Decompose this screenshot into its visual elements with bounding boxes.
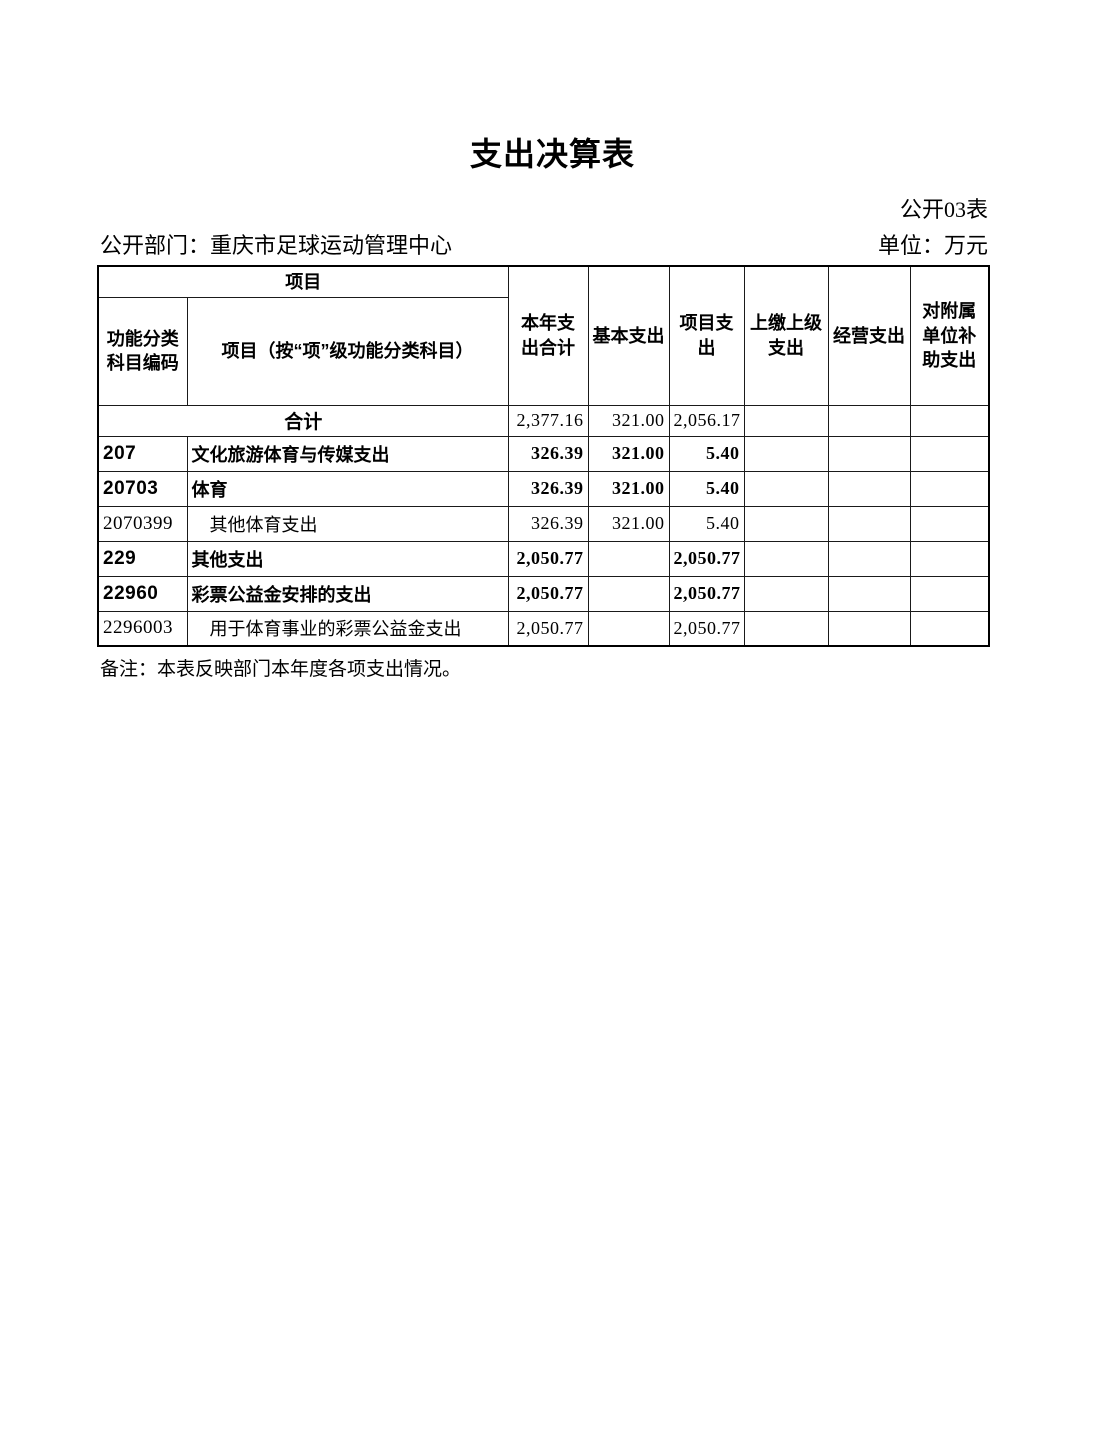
cell-name: 用于体育事业的彩票公益金支出 bbox=[186, 610, 509, 647]
cell-basic bbox=[587, 540, 670, 577]
cell-total: 326.39 bbox=[507, 505, 589, 542]
department-label: 公开部门：重庆市足球运动管理中心 bbox=[100, 233, 453, 258]
header-col-project: 项目支出 bbox=[668, 265, 745, 406]
cell-project: 5.40 bbox=[668, 435, 745, 472]
cell-name: 其他体育支出 bbox=[186, 505, 509, 542]
cell-name: 其他支出 bbox=[186, 540, 509, 577]
cell-code: 20703 bbox=[97, 470, 188, 507]
unit-label: 单位：万元 bbox=[877, 233, 988, 258]
cell-name: 彩票公益金安排的支出 bbox=[186, 575, 509, 612]
cell-operating bbox=[827, 435, 911, 472]
header-col-total: 本年支出合计 bbox=[507, 265, 589, 406]
cell-operating bbox=[827, 470, 911, 507]
cell-code: 229 bbox=[97, 540, 188, 577]
expenditure-table: 项目 本年支出合计 基本支出 项目支出 上缴上级支出 经营支出 对附属单位补助支… bbox=[97, 265, 990, 647]
header-col-upper: 上缴上级支出 bbox=[743, 265, 829, 406]
cell-code: 22960 bbox=[97, 575, 188, 612]
header-project-group: 项目 bbox=[97, 265, 509, 298]
table-code-label: 公开03表 bbox=[899, 197, 988, 222]
page-title: 支出决算表 bbox=[469, 136, 635, 172]
table-row: 207 文化旅游体育与传媒支出 326.39 321.00 5.40 bbox=[97, 435, 990, 472]
cell-name: 文化旅游体育与传媒支出 bbox=[186, 435, 509, 472]
cell-basic bbox=[587, 575, 670, 612]
cell-upper bbox=[743, 470, 829, 507]
cell-operating bbox=[827, 540, 911, 577]
cell-upper bbox=[743, 540, 829, 577]
header-row-sub: 功能分类科目编码 项目（按“项”级功能分类科目） bbox=[97, 296, 989, 406]
cell-subsidy bbox=[909, 404, 990, 437]
cell-upper bbox=[743, 575, 829, 612]
cell-project: 2,050.77 bbox=[668, 540, 745, 577]
cell-operating bbox=[827, 575, 911, 612]
cell-basic bbox=[587, 610, 670, 647]
cell-operating bbox=[827, 610, 911, 647]
header-col-item: 项目（按“项”级功能分类科目） bbox=[186, 296, 509, 406]
cell-total: 2,377.16 bbox=[507, 404, 589, 437]
cell-subsidy bbox=[909, 505, 990, 542]
cell-name: 体育 bbox=[186, 470, 509, 507]
cell-project: 2,056.17 bbox=[668, 404, 745, 437]
cell-basic: 321.00 bbox=[587, 435, 670, 472]
meta-row: 公开部门：重庆市足球运动管理中心 单位：万元 bbox=[100, 228, 988, 260]
cell-basic: 321.00 bbox=[587, 505, 670, 542]
cell-upper bbox=[743, 435, 829, 472]
cell-code: 207 bbox=[97, 435, 188, 472]
cell-row-label: 合计 bbox=[97, 404, 509, 437]
table-row: 22960 彩票公益金安排的支出 2,050.77 2,050.77 bbox=[97, 575, 990, 612]
cell-basic: 321.00 bbox=[587, 470, 670, 507]
cell-project: 5.40 bbox=[668, 505, 745, 542]
cell-total: 326.39 bbox=[507, 470, 589, 507]
cell-project: 2,050.77 bbox=[668, 575, 745, 612]
cell-subsidy bbox=[909, 435, 990, 472]
cell-total: 2,050.77 bbox=[507, 610, 589, 647]
header-col-operating: 经营支出 bbox=[827, 265, 911, 406]
cell-upper bbox=[743, 610, 829, 647]
cell-operating bbox=[827, 505, 911, 542]
table-row: 20703 体育 326.39 321.00 5.40 bbox=[97, 470, 990, 507]
cell-total: 326.39 bbox=[507, 435, 589, 472]
header-col-code: 功能分类科目编码 bbox=[97, 296, 188, 406]
table-row: 229 其他支出 2,050.77 2,050.77 bbox=[97, 540, 990, 577]
cell-project: 5.40 bbox=[668, 470, 745, 507]
cell-operating bbox=[827, 404, 911, 437]
cell-basic: 321.00 bbox=[587, 404, 670, 437]
cell-subsidy bbox=[909, 540, 990, 577]
cell-subsidy bbox=[909, 470, 990, 507]
header-col-subsidy: 对附属单位补助支出 bbox=[909, 265, 990, 406]
cell-upper bbox=[743, 404, 829, 437]
cell-upper bbox=[743, 505, 829, 542]
cell-subsidy bbox=[909, 610, 990, 647]
table-row: 2070399 其他体育支出 326.39 321.00 5.40 bbox=[97, 505, 990, 542]
table-row-grand-total: 合计 2,377.16 321.00 2,056.17 bbox=[97, 404, 990, 437]
header-col-basic: 基本支出 bbox=[587, 265, 670, 406]
cell-project: 2,050.77 bbox=[668, 610, 745, 647]
cell-total: 2,050.77 bbox=[507, 540, 589, 577]
note-text: 备注：本表反映部门本年度各项支出情况。 bbox=[100, 659, 462, 680]
header-row-group: 项目 本年支出合计 基本支出 项目支出 上缴上级支出 经营支出 对附属单位补助支… bbox=[97, 265, 990, 406]
table-row: 2296003 用于体育事业的彩票公益金支出 2,050.77 2,050.77 bbox=[97, 610, 990, 647]
cell-subsidy bbox=[909, 575, 990, 612]
cell-code: 2296003 bbox=[97, 610, 188, 647]
cell-total: 2,050.77 bbox=[507, 575, 589, 612]
cell-code: 2070399 bbox=[97, 505, 188, 542]
